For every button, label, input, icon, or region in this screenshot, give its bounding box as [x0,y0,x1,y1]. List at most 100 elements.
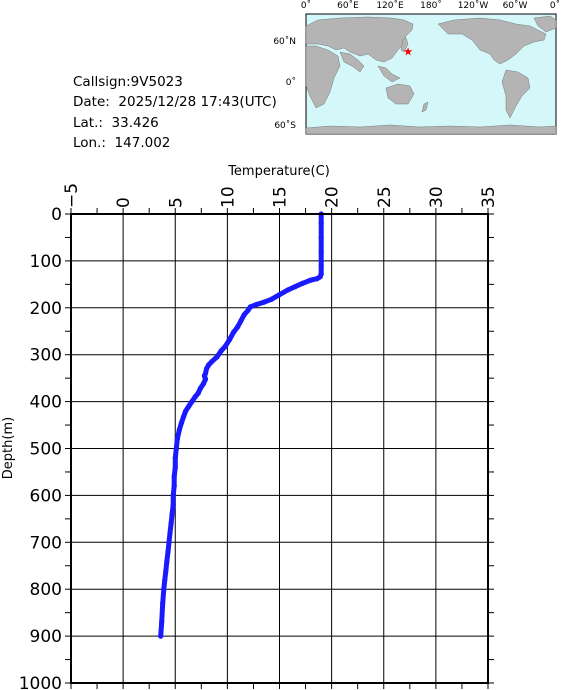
x-tick-label: 5 [166,197,186,208]
x-tick-label: 15 [271,186,291,208]
callsign-value: 9V5023 [130,74,183,90]
profile-point [299,280,305,286]
x-tick-label: 20 [323,186,343,208]
profile-point [172,455,178,461]
map-lon-label-120e: 120˚E [376,0,404,11]
y-tick-label: 900 [30,627,62,647]
profile-point [261,299,267,305]
profile-point [164,558,170,564]
south-america-landmass [501,69,531,119]
map-lon-label-60e: 60˚E [337,0,359,11]
profile-point [166,539,172,545]
profile-point [162,577,168,583]
profile-point [186,403,192,409]
profile-point [174,436,180,442]
date-row: Date: 2025/12/28 17:43(UTC) [73,92,277,112]
profile-point [241,312,247,318]
profile-line-0 [158,211,324,639]
profile-point [218,348,224,354]
lat-value: 33.426 [111,114,159,131]
profile-point [268,296,274,302]
profile-point [318,220,324,226]
map-lon-label-0: 0˚ [301,0,311,11]
profile-point [203,366,210,372]
profile-point [292,284,298,290]
profile-point [169,511,175,517]
map-lat-label-0: 0˚ [286,77,296,88]
profile-point [276,292,283,298]
lon-value: 147.002 [114,134,171,151]
y-tick-labels: 0 100 200 300 400 500 600 700 800 900 1000 [19,205,62,690]
africa-landmass [305,45,341,109]
x-tick-label: −5 [62,183,82,208]
map-lon-label-180: 180˚ [420,0,442,11]
y-tick-label: 600 [30,486,62,506]
profile-point [172,464,178,470]
profile-point [209,359,215,365]
map-lon-label-0-end: 0˚ [550,0,560,11]
antarctica-landmass [305,124,557,135]
map-lon-label-60w: 60˚W [503,0,528,11]
y-tick-label: 700 [30,533,62,553]
profile-point [202,370,209,377]
profile-point [254,301,260,308]
y-tick-label: 500 [30,440,62,460]
chart-grid [70,213,489,684]
new-zealand-landmass [421,101,429,113]
x-axis-title: Temperature(C) [227,164,330,179]
callsign-label: Callsign: [73,74,131,90]
profile-point [167,530,173,536]
temperature-profile-series [158,211,324,639]
lat-row: Lat.: 33.426 [73,113,277,133]
lat-label: Lat.: [73,114,103,131]
profile-point [245,307,251,313]
profile-point [181,414,187,420]
south-asia-landmass [339,51,365,73]
japan-landmass [400,37,409,53]
profile-point [160,600,166,606]
profile-point [206,362,212,368]
plot-frame [70,213,489,684]
profile-point [317,274,323,280]
x-tick-label: 35 [479,186,499,208]
cast-metadata: Callsign:9V5023 Date: 2025/12/28 17:43(U… [73,72,277,153]
location-marker-icon [403,47,413,56]
profile-point [161,586,167,592]
profile-point [168,520,174,527]
date-value: 2025/12/28 17:43(UTC) [118,94,277,111]
y-tick-label: 0 [51,205,62,225]
profile-point [201,373,207,379]
y-tick-label: 1000 [19,674,62,690]
profile-point [200,381,206,387]
profile-point [170,492,176,498]
profile-point [189,399,195,405]
x-tick-labels: −5 0 5 10 15 20 25 30 35 [62,183,499,208]
profile-point [318,211,324,217]
profile-point [176,427,182,433]
profile-point [173,445,179,452]
profile-point [165,549,171,555]
map-lat-label-60s: 60˚S [274,120,296,131]
profile-point [226,337,233,343]
profile-point [318,271,324,277]
australia-landmass [385,83,415,105]
map-side-labels: 60˚N 0˚ 60˚S [273,36,296,131]
profile-point [247,304,253,310]
x-tick-label: 10 [218,186,238,208]
profile-point [222,343,228,349]
profile-point [214,354,220,360]
x-tick-label: 25 [375,186,395,208]
north-america-landmass [437,17,547,65]
world-map: 0˚ 60˚E 120˚E 180˚ 120˚W 60˚W 0˚ 60˚N 0˚… [273,0,560,135]
x-tick-label: 30 [427,186,447,208]
lon-row: Lon.: 147.002 [73,133,277,153]
profile-point [163,567,169,574]
profile-point [238,318,244,324]
chart-ticks [65,208,494,689]
profile-point [314,276,320,282]
profile-point [308,277,314,283]
lon-label: Lon.: [73,134,106,151]
y-tick-label: 400 [30,393,62,413]
y-tick-label: 300 [30,346,62,366]
y-axis-title: Depth(m) [1,417,16,479]
